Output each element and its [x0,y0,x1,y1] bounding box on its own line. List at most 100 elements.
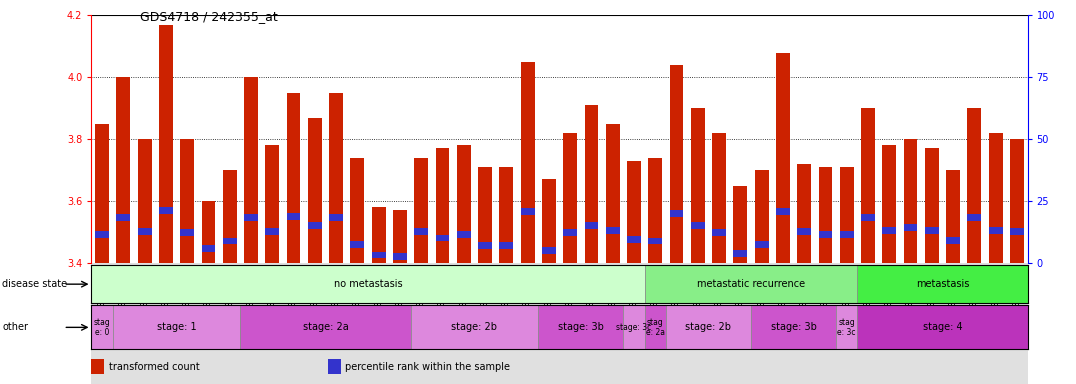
Bar [95,124,109,263]
Bar [858,265,1028,303]
Bar [840,167,853,263]
Bar [223,170,237,263]
Bar [819,232,833,238]
Bar [836,305,858,349]
Bar [1010,228,1024,235]
Bar [159,207,173,214]
Bar [712,133,726,263]
Text: metastatic recurrence: metastatic recurrence [697,279,805,289]
Bar [645,265,858,303]
Bar [372,207,385,263]
Bar [925,227,938,233]
Bar [436,149,450,263]
Bar [436,235,450,242]
Bar [542,179,556,263]
Bar [967,214,981,221]
Text: stage: 3c: stage: 3c [617,323,652,332]
Bar [627,161,641,263]
Text: stage: 2a: stage: 2a [302,322,349,333]
Bar [946,237,960,244]
Bar [478,242,492,249]
Bar [669,210,683,217]
Bar [116,77,130,263]
Bar [308,222,322,229]
Text: GDS4718 / 242355_at: GDS4718 / 242355_at [140,10,278,23]
Text: stage: 2b: stage: 2b [685,322,732,333]
Bar [861,214,875,221]
Bar [691,222,705,229]
Bar [797,164,811,263]
Text: stage: 4: stage: 4 [922,322,962,333]
Bar [372,252,385,258]
Bar [240,305,411,349]
Bar [563,133,577,263]
Bar [286,213,300,220]
Text: transformed count: transformed count [109,362,199,372]
Bar [563,229,577,236]
Text: stag
e: 2a: stag e: 2a [646,318,665,337]
Bar [393,253,407,260]
Bar [181,229,194,236]
Bar [308,118,322,263]
Bar [138,228,152,235]
Bar [797,228,811,235]
Bar [244,77,258,263]
Bar [138,139,152,263]
Bar [776,53,790,263]
Text: stage: 1: stage: 1 [157,322,197,333]
Bar [201,245,215,252]
Bar [244,214,258,221]
Bar [266,228,279,235]
Bar [946,170,960,263]
Bar [542,247,556,254]
Bar [286,93,300,263]
Bar [776,208,790,215]
Bar [989,133,1003,263]
Bar [649,158,662,263]
Bar [623,305,645,349]
Bar [181,139,194,263]
Text: metastasis: metastasis [916,279,969,289]
Bar [223,238,237,245]
Bar [584,105,598,263]
Bar [734,185,747,263]
Bar [691,108,705,263]
Bar [457,232,470,238]
Bar [882,146,896,263]
Text: stag
e: 3c: stag e: 3c [837,318,856,337]
Bar [266,146,279,263]
Text: percentile rank within the sample: percentile rank within the sample [345,362,510,372]
Bar [116,214,130,221]
Bar [159,25,173,263]
Bar [925,149,938,263]
Bar [712,229,726,236]
Bar [858,305,1028,349]
Bar [606,124,620,263]
Bar [754,241,768,248]
Bar [627,236,641,243]
Bar [91,305,113,349]
Text: stage: 2b: stage: 2b [452,322,497,333]
Bar [584,222,598,229]
Text: disease state: disease state [2,279,68,289]
Bar [113,305,240,349]
Bar [414,158,428,263]
Bar [351,158,365,263]
Text: no metastasis: no metastasis [334,279,402,289]
Bar [521,208,535,215]
Bar [669,65,683,263]
Bar [967,108,981,263]
Bar [393,210,407,263]
Text: stage: 3b: stage: 3b [557,322,604,333]
Bar [201,201,215,263]
Bar [91,265,645,303]
Bar [840,231,853,238]
Bar [819,167,833,263]
Text: stag
e: 0: stag e: 0 [94,318,111,337]
Text: other: other [2,322,28,333]
Bar [411,305,538,349]
Bar [754,170,768,263]
Bar [351,241,365,248]
Bar [538,305,623,349]
Bar [989,227,1003,233]
